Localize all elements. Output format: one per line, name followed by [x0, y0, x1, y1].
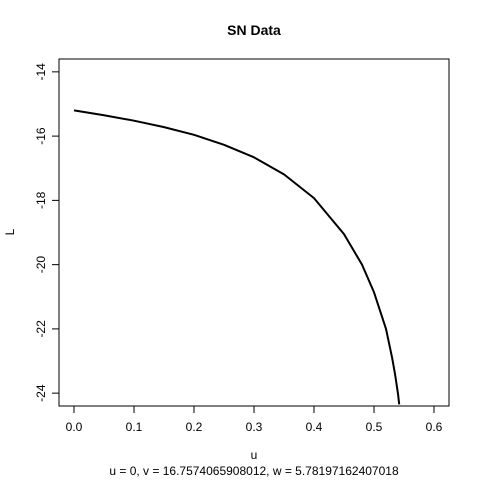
y-axis: -24 -22 -20 -18 -16 -14	[34, 63, 60, 402]
y-tick-label: -18	[34, 191, 48, 209]
x-axis: 0.0 0.1 0.2 0.3 0.4 0.5 0.6	[66, 405, 443, 434]
x-tick-label: 0.4	[306, 420, 323, 434]
y-tick-label: -16	[34, 127, 48, 145]
series-layer	[73, 109, 401, 405]
y-tick-label: -20	[34, 256, 48, 274]
x-tick-label: 0.5	[366, 420, 383, 434]
y-axis-label: L	[3, 228, 17, 235]
y-tick-label: -14	[34, 63, 48, 81]
x-tick-label: 0.1	[126, 420, 143, 434]
x-tick-label: 0.0	[66, 420, 83, 434]
x-tick-label: 0.6	[426, 420, 443, 434]
x-tick-label: 0.3	[246, 420, 263, 434]
chart-subtitle: u = 0, v = 16.7574065908012, w = 5.78197…	[109, 464, 399, 478]
chart-title: SN Data	[227, 22, 281, 38]
series-line-0	[73, 109, 401, 405]
x-axis-label: u	[251, 448, 258, 462]
x-tick-label: 0.2	[186, 420, 203, 434]
y-tick-label: -24	[34, 384, 48, 402]
y-tick-label: -22	[34, 320, 48, 338]
